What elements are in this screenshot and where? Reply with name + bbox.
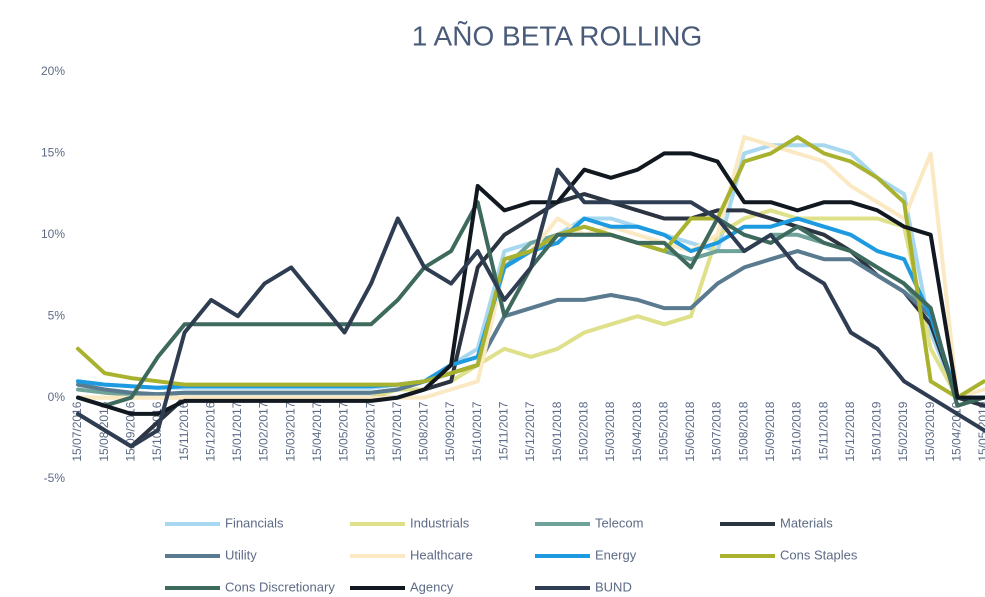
x-tick-label: 15/01/2017 [230,401,244,461]
y-tick-label: -5% [44,471,66,485]
x-tick-label: 15/02/2019 [896,401,910,461]
x-tick-label: 15/08/2018 [736,401,750,461]
x-tick-label: 15/02/2017 [257,401,271,461]
x-tick-label: 15/05/2019 [976,401,985,461]
series-line [76,135,985,400]
y-tick-label: 20% [41,64,65,78]
x-tick-label: 15/03/2019 [923,401,937,461]
x-tick-label: 15/05/2018 [656,401,670,461]
legend-label: Cons Discretionary [225,579,335,594]
x-tick-label: 15/12/2017 [523,401,537,461]
x-tick-label: 15/10/2018 [790,401,804,461]
x-tick-label: 15/06/2018 [683,401,697,461]
x-tick-label: 15/07/2018 [710,401,724,461]
legend-label: Energy [595,547,637,562]
x-tick-label: 15/05/2017 [337,401,351,461]
x-tick-label: 15/06/2017 [363,401,377,461]
legend-label: Cons Staples [780,547,858,562]
series-line [76,167,985,449]
legend-label: BUND [595,579,632,594]
x-tick-label: 15/08/2017 [417,401,431,461]
series-line [76,249,985,400]
legend-label: Agency [410,579,454,594]
y-tick-label: 5% [48,308,66,322]
x-tick-label: 15/11/2018 [816,401,830,460]
x-tick-label: 15/03/2018 [603,401,617,461]
x-tick-label: 15/07/2016 [70,401,84,461]
x-tick-label: 15/02/2018 [576,401,590,461]
x-tick-label: 15/11/2017 [497,401,511,460]
legend-label: Utility [225,547,257,562]
series-line [76,151,985,416]
y-tick-label: 0% [48,390,66,404]
x-tick-label: 15/01/2019 [870,401,884,461]
legend-label: Industrials [410,515,470,530]
y-tick-label: 10% [41,227,65,241]
x-tick-label: 15/03/2017 [283,401,297,461]
x-tick-label: 15/10/2017 [470,401,484,461]
x-tick-label: 15/04/2017 [310,401,324,461]
x-tick-label: 15/12/2016 [203,401,217,461]
x-tick-label: 15/01/2018 [550,401,564,461]
x-tick-label: 15/07/2017 [390,401,404,461]
x-tick-label: 15/12/2018 [843,401,857,461]
legend-label: Telecom [595,515,643,530]
series-line [76,208,985,400]
x-tick-label: 15/11/2016 [177,401,191,460]
y-tick-label: 15% [41,146,65,160]
legend-label: Healthcare [410,547,473,562]
x-tick-label: 15/09/2018 [763,401,777,461]
legend-label: Financials [225,515,284,530]
chart-title: 1 AÑO BETA ROLLING [412,20,702,51]
legend-label: Materials [780,515,833,530]
x-tick-label: 15/04/2018 [630,401,644,461]
x-tick-label: 15/09/2017 [443,401,457,461]
